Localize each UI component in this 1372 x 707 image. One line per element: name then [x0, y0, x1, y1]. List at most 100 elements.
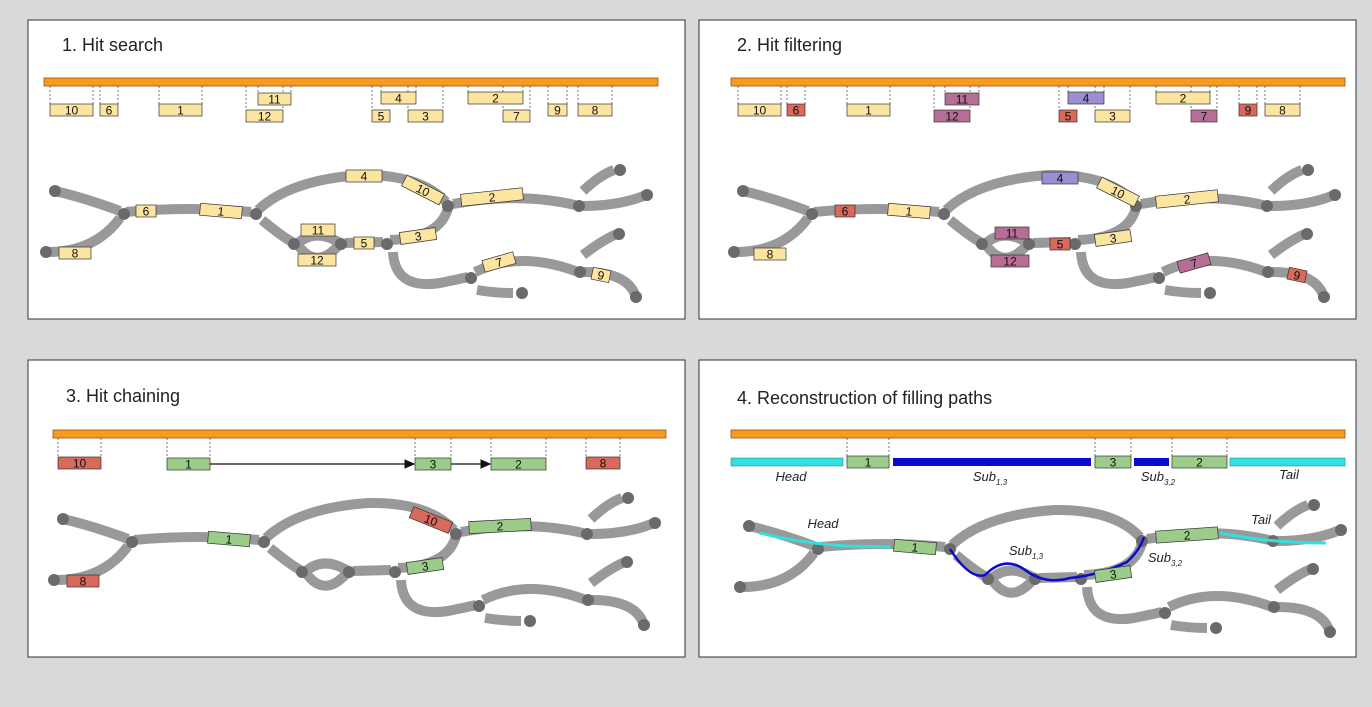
- svg-text:1: 1: [177, 104, 184, 118]
- hit-box: 3: [414, 458, 452, 472]
- graph-hit: 8: [66, 575, 100, 589]
- hit-box: 1: [158, 104, 203, 118]
- svg-text:3: 3: [422, 110, 429, 124]
- svg-text:11: 11: [956, 93, 969, 107]
- graph-hit: 5: [353, 237, 375, 251]
- svg-text:1: 1: [217, 204, 225, 219]
- svg-text:4: 4: [1057, 172, 1064, 186]
- svg-text:8: 8: [592, 104, 599, 118]
- sub13-graph-label: Sub1,3: [1009, 543, 1044, 561]
- hit-box: 12: [245, 110, 284, 124]
- hit-box: 6: [786, 104, 806, 118]
- sequence-graph: 6 1 4 10 2 11 12 5 3 8 7 9: [40, 164, 653, 303]
- sequence-graph: 1 10 2 3 8: [48, 492, 661, 631]
- svg-text:4: 4: [1083, 92, 1090, 106]
- hit-box: 1: [846, 104, 891, 118]
- hit-box: 9: [1238, 104, 1258, 118]
- hit-box: 12: [933, 110, 971, 124]
- panel-title: 1. Hit search: [62, 35, 163, 55]
- hit-box: 2: [467, 92, 524, 106]
- hit-box: 2: [490, 458, 547, 472]
- graph-hit: 1: [199, 202, 243, 220]
- graph-hit: 3: [1093, 229, 1133, 247]
- svg-text:1: 1: [185, 458, 192, 472]
- hit-box: 8: [577, 104, 613, 118]
- svg-text:2: 2: [488, 190, 496, 205]
- svg-text:8: 8: [80, 575, 87, 589]
- svg-text:4: 4: [361, 170, 368, 184]
- graph-hit: 9: [1286, 266, 1308, 284]
- svg-text:2: 2: [1180, 92, 1187, 106]
- graph-hit: 4: [345, 170, 383, 184]
- hit-box: 6: [99, 104, 119, 118]
- hit-box: 3: [1094, 110, 1131, 124]
- svg-text:5: 5: [1057, 238, 1064, 252]
- head-graph-label: Head: [807, 516, 839, 531]
- graph-hit: 11: [300, 224, 336, 238]
- hit-box: 2: [1171, 456, 1228, 470]
- svg-text:9: 9: [1292, 268, 1302, 283]
- svg-text:3: 3: [1109, 231, 1118, 246]
- segment-bar: 1 3 2 Head Sub1,3 Sub3,2 Tail: [730, 456, 1346, 487]
- hit-list: 10 1 3 2 8: [57, 457, 621, 472]
- hit-box: 1: [166, 458, 211, 472]
- svg-text:2: 2: [1183, 528, 1191, 542]
- svg-text:1: 1: [865, 104, 872, 118]
- svg-text:2: 2: [515, 458, 522, 472]
- svg-text:10: 10: [73, 457, 87, 471]
- svg-text:9: 9: [554, 104, 561, 118]
- svg-text:4: 4: [395, 92, 402, 106]
- reference-sequence-bar: [730, 429, 1346, 439]
- hit-box: 5: [1058, 110, 1078, 124]
- reference-guides: [846, 438, 1228, 456]
- sub13-label: Sub1,3: [973, 469, 1008, 487]
- sub32-graph-label: Sub3,2: [1148, 550, 1183, 568]
- graph-hit: 12: [297, 254, 337, 268]
- hit-box: 10: [49, 104, 94, 118]
- tail-label: Tail: [1279, 467, 1300, 482]
- sequence-graph: 1 3 2 Head Sub1,3 Sub3,2 Tail: [734, 499, 1347, 638]
- hit-box: 9: [547, 104, 568, 118]
- graph-hit: 8: [753, 248, 787, 262]
- graph-hit: 7: [481, 251, 517, 273]
- graph-hit: 3: [1093, 565, 1133, 583]
- head-path: [759, 531, 891, 549]
- svg-text:12: 12: [310, 254, 324, 268]
- svg-text:6: 6: [106, 104, 113, 118]
- tail-segment: [1229, 457, 1346, 467]
- svg-text:8: 8: [1279, 104, 1286, 118]
- hit-box: 11: [944, 93, 980, 107]
- head-segment: [730, 457, 844, 467]
- svg-text:11: 11: [312, 224, 325, 238]
- svg-text:1: 1: [865, 456, 872, 470]
- svg-text:12: 12: [1003, 255, 1017, 269]
- panel-filling-paths: 4. Reconstruction of filling paths 1 3 2…: [698, 359, 1357, 658]
- hit-box: 8: [585, 457, 621, 471]
- graph-hit: 8: [58, 247, 92, 261]
- svg-text:5: 5: [1065, 110, 1072, 124]
- svg-text:5: 5: [378, 110, 385, 124]
- svg-text:3: 3: [1109, 567, 1118, 582]
- svg-text:3: 3: [1110, 456, 1117, 470]
- panel-hit-chaining: 3. Hit chaining 10 1 3 2 8 1 10 2 3 8: [27, 359, 686, 658]
- reference-sequence-bar: [52, 429, 667, 439]
- svg-text:1: 1: [911, 540, 919, 555]
- hit-box: 4: [380, 92, 417, 106]
- svg-text:10: 10: [414, 181, 433, 200]
- graph-hit: 2: [1155, 189, 1219, 209]
- graph-hit: 2: [460, 187, 524, 207]
- graph-hit: 10: [408, 506, 454, 534]
- hit-box: 10: [57, 457, 102, 471]
- graph-hit: 10: [1096, 176, 1140, 208]
- sub13-segment: [893, 458, 1091, 466]
- graph-hit: 4: [1041, 172, 1079, 186]
- graph-hit: 3: [398, 227, 438, 245]
- svg-text:3: 3: [1109, 110, 1116, 124]
- svg-text:6: 6: [793, 104, 800, 118]
- svg-text:10: 10: [1109, 183, 1128, 202]
- sub13-path: [948, 536, 1146, 582]
- graph-hit: 7: [1176, 252, 1212, 274]
- graph-hit: 10: [401, 174, 445, 206]
- graph-hit: 1: [887, 202, 931, 220]
- svg-text:10: 10: [65, 104, 79, 118]
